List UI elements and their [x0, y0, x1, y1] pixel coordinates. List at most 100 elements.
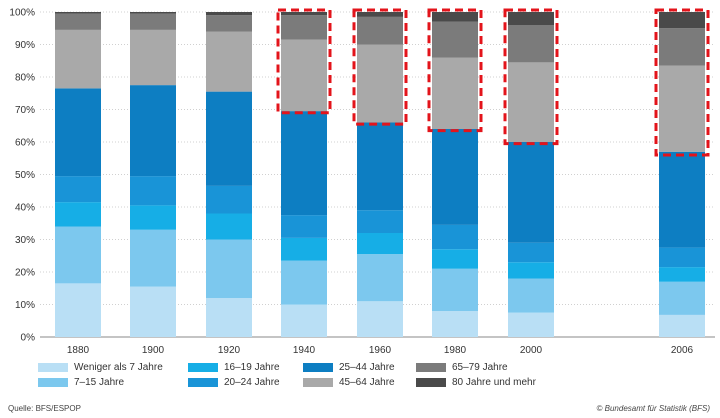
bar-segment: [508, 262, 554, 279]
legend-item: 65–79 Jahre: [416, 362, 508, 373]
legend-label: 25–44 Jahre: [339, 362, 395, 373]
bar-segment: [130, 229, 176, 287]
y-tick-label: 40%: [15, 203, 35, 214]
legend-swatch: [303, 363, 333, 372]
legend-item: 25–44 Jahre: [303, 362, 395, 373]
source-note: Quelle: BFS/ESPOP: [8, 404, 81, 413]
x-tick-label: 2006: [671, 345, 694, 356]
legend-swatch: [38, 378, 68, 387]
x-tick-label: 1880: [67, 345, 90, 356]
bar-segment: [206, 298, 252, 337]
bar-segment: [130, 205, 176, 230]
y-tick-label: 80%: [15, 73, 35, 84]
legend-label: Weniger als 7 Jahre: [74, 362, 163, 373]
bar-segment: [281, 15, 327, 40]
y-tick-label: 50%: [15, 170, 35, 181]
y-tick-label: 100%: [9, 8, 35, 19]
bar-segment: [281, 237, 327, 261]
bar-segment: [55, 12, 101, 14]
bar-segment: [432, 224, 478, 250]
highlight-box: [654, 8, 710, 157]
bar-segment: [55, 226, 101, 284]
bar-segment: [55, 88, 101, 177]
bar-segment: [659, 281, 705, 315]
legend-label: 16–19 Jahre: [224, 362, 280, 373]
legend-item: 80 Jahre und mehr: [416, 377, 536, 388]
bar-segment: [357, 254, 403, 302]
bar-segment: [130, 286, 176, 337]
bar-segment: [357, 233, 403, 255]
legend-swatch: [188, 378, 218, 387]
y-tick-label: 30%: [15, 235, 35, 246]
bar-segment: [508, 142, 554, 243]
bar-segment: [357, 16, 403, 45]
bar-segment: [508, 242, 554, 263]
bar-segment: [357, 122, 403, 211]
y-tick-label: 70%: [15, 105, 35, 116]
bar-segment: [659, 247, 705, 268]
x-tick-label: 1920: [218, 345, 241, 356]
legend-item: Weniger als 7 Jahre: [38, 362, 163, 373]
x-tick-label: 1960: [369, 345, 392, 356]
y-tick-label: 10%: [15, 300, 35, 311]
y-tick-label: 20%: [15, 268, 35, 279]
legend-item: 16–19 Jahre: [188, 362, 280, 373]
x-tick-label: 1980: [444, 345, 467, 356]
bar-segment: [508, 278, 554, 313]
bar-segment: [130, 85, 176, 177]
bar-segment: [357, 210, 403, 233]
bar-segment: [55, 176, 101, 203]
legend-swatch: [188, 363, 218, 372]
highlight-box: [427, 8, 483, 133]
legend-swatch: [38, 363, 68, 372]
legend-item: 20–24 Jahre: [188, 377, 280, 388]
bar-segment: [659, 314, 705, 337]
bar-segment: [55, 29, 101, 89]
bar-segment: [659, 65, 705, 152]
bar-segment: [206, 239, 252, 298]
bar-segment: [281, 304, 327, 337]
bar-segment: [206, 91, 252, 186]
bar-segment: [55, 13, 101, 30]
bar-segment: [432, 21, 478, 58]
bar-segment: [130, 13, 176, 30]
bar-segment: [432, 57, 478, 129]
legend-item: 7–15 Jahre: [38, 377, 124, 388]
legend-label: 7–15 Jahre: [74, 377, 125, 388]
x-tick-label: 1940: [293, 345, 316, 356]
highlight-box: [352, 8, 408, 126]
bar-segment: [659, 12, 705, 29]
bar-segment: [357, 12, 403, 17]
legend-swatch: [416, 363, 446, 372]
bar-segment: [130, 176, 176, 206]
bar-segment: [281, 39, 327, 112]
bar-segment: [659, 267, 705, 282]
bar-segment: [206, 31, 252, 92]
highlight-box: [276, 8, 332, 115]
highlight-boxes: [276, 8, 710, 157]
legend-swatch: [303, 378, 333, 387]
y-tick-label: 90%: [15, 40, 35, 51]
bar-segment: [357, 44, 403, 123]
legend-label: 80 Jahre und mehr: [452, 377, 536, 388]
bar-segment: [281, 12, 327, 16]
legend-item: 45–64 Jahre: [303, 377, 395, 388]
x-tick-label: 1900: [142, 345, 165, 356]
bar-segment: [281, 215, 327, 238]
bar-segment: [130, 12, 176, 14]
legend-swatch: [416, 378, 446, 387]
y-axis-ticks: 0% 10% 20% 30% 40% 50% 60% 70% 80% 90% 100%: [9, 8, 35, 344]
x-axis-ticks: 1880 1900 1920 1940 1960 1980 2000 2006: [67, 345, 694, 356]
stacked-bar-chart: 0% 10% 20% 30% 40% 50% 60% 70% 80% 90% 100% 1880 19…: [9, 8, 715, 356]
bar-segment: [508, 12, 554, 25]
bar-segment: [659, 151, 705, 248]
highlight-box: [503, 8, 559, 146]
bar-segment: [432, 129, 478, 225]
bars: [55, 12, 705, 337]
bar-segment: [55, 283, 101, 337]
bar-segment: [432, 311, 478, 337]
x-tick-label: 2000: [520, 345, 543, 356]
bar-segment: [55, 202, 101, 227]
legend-label: 45–64 Jahre: [339, 377, 395, 388]
bar-segment: [659, 28, 705, 66]
